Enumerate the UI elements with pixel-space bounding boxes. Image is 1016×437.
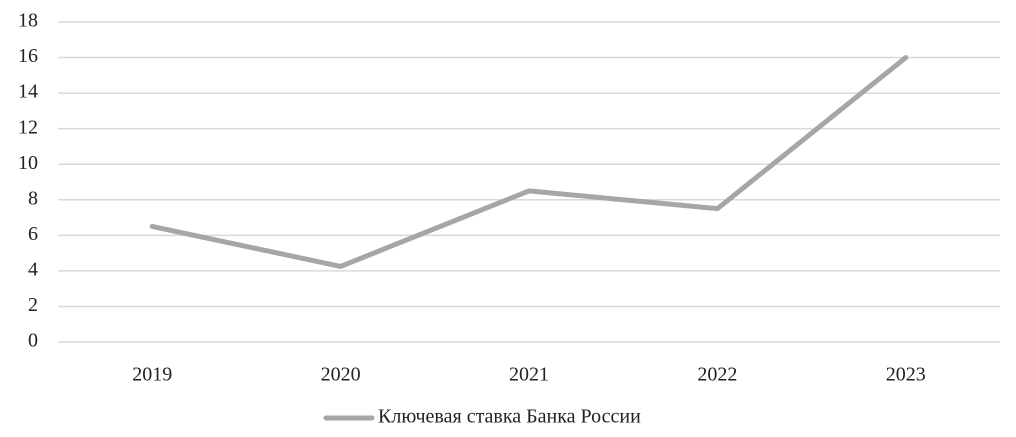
y-tick-label: 16 (18, 45, 38, 67)
y-tick-label: 8 (28, 187, 38, 209)
y-tick-label: 18 (18, 10, 38, 32)
y-tick-label: 12 (18, 116, 38, 138)
x-tick-label: 2023 (886, 364, 926, 386)
y-tick-label: 0 (28, 330, 38, 352)
y-tick-label: 14 (18, 81, 38, 103)
x-tick-label: 2020 (321, 364, 361, 386)
y-tick-label: 2 (28, 294, 38, 316)
y-tick-label: 10 (18, 152, 38, 174)
y-tick-label: 6 (28, 223, 38, 245)
legend-label: Ключевая ставка Банка России (378, 406, 641, 428)
x-tick-label: 2022 (697, 364, 737, 386)
data-line (149, 55, 909, 269)
y-tick-label: 4 (28, 258, 38, 280)
x-tick-label: 2021 (509, 364, 549, 386)
x-tick-label: 2019 (132, 364, 172, 386)
